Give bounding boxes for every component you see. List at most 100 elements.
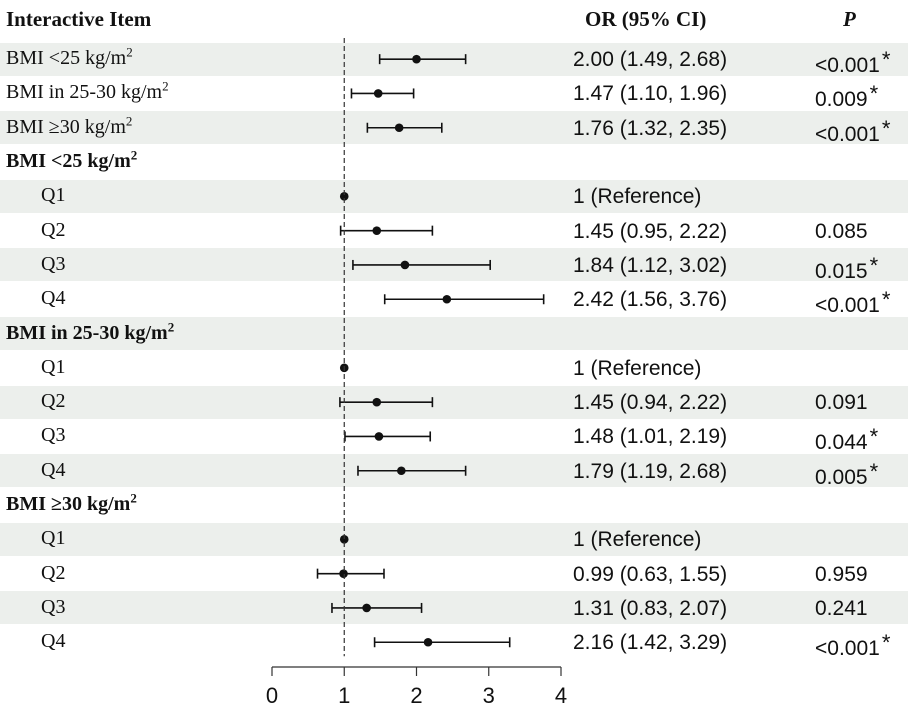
or-point <box>362 603 371 613</box>
p-value: 0.015* <box>815 253 878 284</box>
p-value: <0.001* <box>815 115 891 147</box>
or-point <box>442 294 452 304</box>
p-value: <0.001* <box>815 48 890 78</box>
p-value-text: 0.044 <box>815 431 868 455</box>
row-label-text: Q3 <box>41 595 66 618</box>
p-value-text: 0.015 <box>815 259 868 283</box>
row-label-superscript: 2 <box>130 490 137 506</box>
row-label: Q4 <box>41 458 65 482</box>
row-label: Q1 <box>41 526 65 550</box>
significance-star: * <box>869 424 879 450</box>
row-label-superscript: 2 <box>162 78 169 94</box>
row-label-text: BMI <25 kg/m <box>6 150 131 173</box>
or-ci-text: 1 (Reference) <box>573 528 702 552</box>
row-label-text: Q4 <box>41 287 66 310</box>
or-point <box>412 54 421 64</box>
x-tick-label: 3 <box>482 683 495 708</box>
p-value-text: 0.241 <box>815 596 868 620</box>
header-item: Interactive Item <box>6 7 152 31</box>
p-value-text: <0.001 <box>815 294 880 318</box>
row-band <box>0 179 908 213</box>
p-value: 0.091 <box>815 391 868 415</box>
significance-star: * <box>881 115 891 141</box>
p-value-text: <0.001 <box>815 637 880 661</box>
row-label-superscript: 2 <box>167 318 175 334</box>
or-ci-text: 1.31 (0.83, 2.07) <box>573 596 728 620</box>
row-label-text: BMI ≥30 kg/m <box>6 493 131 516</box>
or-point <box>400 260 410 270</box>
significance-star: * <box>881 47 891 73</box>
or-point <box>339 569 348 578</box>
or-ci-text: 1.76 (1.32, 2.35) <box>573 116 728 140</box>
or-ci-text: 1.48 (1.01, 2.19) <box>573 425 728 449</box>
row-label: Q1 <box>41 183 65 207</box>
x-tick-label: 0 <box>265 683 279 708</box>
row-label: Q2 <box>41 561 65 585</box>
header-or: OR (95% CI) <box>585 7 707 31</box>
p-value-text: <0.001 <box>815 54 880 78</box>
header-p: P <box>843 7 856 31</box>
row-label-superscript: 2 <box>126 44 133 60</box>
row-label: Q3 <box>41 595 65 619</box>
or-ci-text: 2.42 (1.56, 3.76) <box>573 288 728 312</box>
p-value: <0.001* <box>815 288 890 318</box>
or-ci-text: 1.84 (1.12, 3.02) <box>573 253 728 277</box>
row-label-text: BMI in 25-30 kg/m <box>6 321 168 344</box>
or-ci-text: 1.79 (1.19, 2.68) <box>573 459 728 483</box>
group-label: BMI in 25-30 kg/m2 <box>6 318 175 345</box>
row-label-text: Q1 <box>41 527 66 550</box>
p-value: 0.005* <box>815 459 878 490</box>
p-value: 0.241 <box>815 597 868 621</box>
x-tick-label: 4 <box>554 683 568 708</box>
row-label-superscript: 2 <box>125 113 133 129</box>
group-label: BMI <25 kg/m2 <box>6 147 138 173</box>
row-label: BMI in 25-30 kg/m2 <box>6 80 169 104</box>
row-label-text: Q2 <box>41 390 66 413</box>
row-band <box>0 317 908 351</box>
or-point <box>339 192 349 201</box>
row-label-text: Q4 <box>41 630 66 653</box>
row-label: Q3 <box>41 423 65 447</box>
p-value-text: 0.091 <box>815 391 868 415</box>
or-point <box>394 123 404 133</box>
row-label-text: Q1 <box>41 184 66 207</box>
significance-star: * <box>869 81 879 107</box>
row-label: Q4 <box>41 286 65 310</box>
x-tick-label: 2 <box>410 683 423 708</box>
row-band <box>0 111 908 145</box>
row-label: Q3 <box>41 252 65 276</box>
or-point <box>372 397 382 407</box>
row-label: Q2 <box>41 218 65 242</box>
row-band <box>0 591 908 625</box>
row-band <box>0 385 908 419</box>
row-label-text: BMI ≥30 kg/m <box>6 115 126 138</box>
row-label-superscript: 2 <box>130 147 138 163</box>
row-label: BMI ≥30 kg/m2 <box>6 113 133 139</box>
or-ci-text: 1.47 (1.10, 1.96) <box>573 82 728 106</box>
row-band <box>0 522 908 556</box>
row-label-text: BMI in 25-30 kg/m <box>6 81 163 104</box>
or-ci-text: 2.00 (1.49, 2.68) <box>573 48 728 72</box>
or-point <box>373 89 383 98</box>
or-ci-text: 1.45 (0.94, 2.22) <box>573 391 728 415</box>
or-point <box>339 535 349 544</box>
row-label-text: Q1 <box>41 355 66 378</box>
p-value-text: 0.085 <box>815 219 868 243</box>
or-point <box>372 226 382 235</box>
row-label-text: BMI <25 kg/m <box>6 47 127 70</box>
group-label: BMI ≥30 kg/m2 <box>6 490 137 516</box>
or-point <box>423 637 433 647</box>
row-label-text: Q4 <box>41 458 66 481</box>
row-label: Q2 <box>41 389 65 413</box>
p-value-text: 0.005 <box>815 465 868 489</box>
p-value: 0.044* <box>815 425 878 455</box>
or-ci-text: 2.16 (1.42, 3.29) <box>573 631 728 655</box>
row-label-text: Q3 <box>41 424 66 447</box>
or-point <box>374 432 384 441</box>
row-label: Q4 <box>41 629 65 653</box>
p-value: 0.959 <box>815 563 868 587</box>
p-value-text: 0.959 <box>815 562 868 586</box>
row-label: BMI <25 kg/m2 <box>6 44 133 70</box>
